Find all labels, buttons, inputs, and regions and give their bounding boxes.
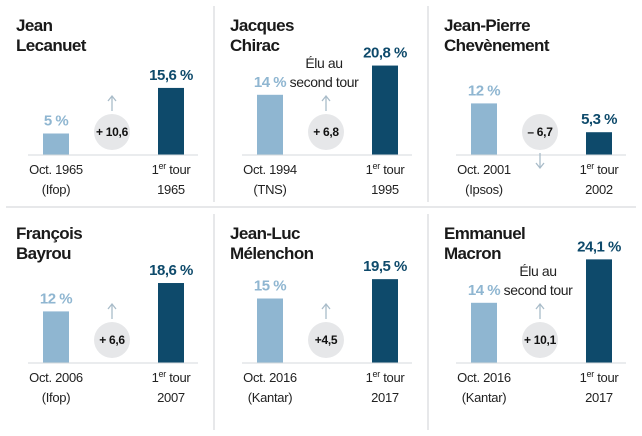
x-tick-label: 2007	[157, 390, 185, 405]
delta-circle	[94, 114, 130, 150]
x-tick-label: (Ifop)	[42, 182, 71, 197]
value-label: 12 %	[40, 290, 72, 307]
delta-circle	[94, 322, 130, 358]
value-label: 20,8 %	[363, 45, 407, 62]
bar-poll	[43, 311, 69, 363]
delta-circle	[308, 322, 344, 358]
value-label: 12 %	[468, 82, 500, 99]
arrow-up-icon	[107, 302, 117, 310]
value-label: 15,6 %	[149, 67, 193, 84]
x-tick-label: Oct. 2016	[457, 370, 511, 385]
x-tick-label: 1er tour	[366, 161, 406, 177]
panel-title: Lecanuet	[16, 36, 87, 55]
panel-title: Jean-Luc	[230, 224, 300, 243]
x-tick-label: 1965	[157, 182, 185, 197]
arrow-up-icon	[321, 302, 331, 310]
arrow-up-icon	[107, 94, 117, 102]
x-tick-label: 2017	[585, 390, 613, 405]
value-label: 14 %	[468, 282, 500, 299]
arrow-down-icon	[535, 162, 545, 170]
bar-poll	[471, 302, 497, 363]
annotation-elected: second tour	[504, 282, 573, 298]
x-tick-label: (Kantar)	[462, 390, 507, 405]
x-tick-label: (Ifop)	[42, 390, 71, 405]
arrow-up-icon	[321, 94, 331, 102]
value-label: 15 %	[254, 278, 286, 295]
panel-title: François	[16, 224, 82, 243]
panel-title: Jean	[16, 16, 53, 35]
value-label: 19,5 %	[363, 258, 407, 275]
x-tick-label: 1er tour	[152, 161, 192, 177]
bar-poll	[43, 133, 69, 155]
bar-first-round	[586, 259, 612, 363]
panel-title: Chirac	[230, 36, 279, 55]
delta-circle	[522, 114, 558, 150]
value-label: 5 %	[44, 113, 69, 130]
panel-title: Jacques	[230, 16, 294, 35]
bar-first-round	[372, 279, 398, 363]
delta-label: + 10,1	[524, 333, 557, 347]
delta-label: + 10,6	[96, 125, 129, 139]
x-tick-label: 1er tour	[580, 369, 620, 385]
value-label: 5,3 %	[581, 111, 617, 128]
arrow-up-icon	[535, 302, 545, 310]
x-tick-label: 2002	[585, 182, 613, 197]
panel-title: Mélenchon	[230, 244, 314, 263]
x-tick-label: 1er tour	[152, 369, 192, 385]
delta-label: – 6,7	[527, 125, 553, 139]
x-tick-label: (TNS)	[253, 182, 286, 197]
delta-circle	[308, 114, 344, 150]
delta-label: +4,5	[315, 333, 338, 347]
value-label: 14 %	[254, 74, 286, 91]
annotation-elected: Élu au	[305, 55, 342, 71]
bar-first-round	[586, 132, 612, 155]
delta-label: + 6,6	[99, 333, 125, 347]
x-tick-label: 1995	[371, 182, 399, 197]
value-label: 24,1 %	[577, 238, 621, 255]
value-label: 18,6 %	[149, 262, 193, 279]
bar-poll	[471, 103, 497, 155]
delta-circle	[522, 322, 558, 358]
panel-title: Chevènement	[444, 36, 550, 55]
x-tick-label: 1er tour	[580, 161, 620, 177]
delta-label: + 6,8	[313, 125, 339, 139]
panel-title: Jean-Pierre	[444, 16, 530, 35]
bar-poll	[257, 298, 283, 363]
x-tick-label: (Kantar)	[248, 390, 293, 405]
bar-first-round	[158, 87, 184, 155]
x-tick-label: Oct. 1994	[243, 162, 297, 177]
x-tick-label: Oct. 1965	[29, 162, 83, 177]
panel-title: Bayrou	[16, 244, 71, 263]
x-tick-label: 1er tour	[366, 369, 406, 385]
bar-poll	[257, 94, 283, 155]
x-tick-label: 2017	[371, 390, 399, 405]
x-tick-label: Oct. 2006	[29, 370, 83, 385]
x-tick-label: Oct. 2016	[243, 370, 297, 385]
annotation-elected: Élu au	[519, 263, 556, 279]
bar-first-round	[372, 65, 398, 155]
panel-title: Macron	[444, 244, 501, 263]
x-tick-label: Oct. 2001	[457, 162, 511, 177]
bar-first-round	[158, 283, 184, 363]
panel-title: Emmanuel	[444, 224, 525, 243]
x-tick-label: (Ipsos)	[465, 182, 503, 197]
annotation-elected: second tour	[290, 74, 359, 90]
